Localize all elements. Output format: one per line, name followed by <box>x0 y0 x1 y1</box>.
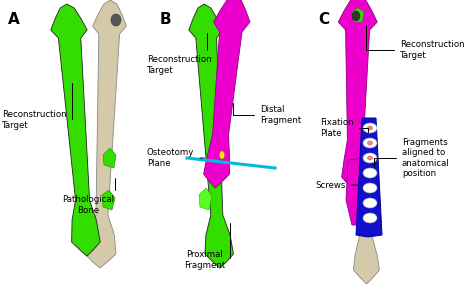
Ellipse shape <box>363 213 377 223</box>
Polygon shape <box>354 186 379 284</box>
Text: Distal
Fragment: Distal Fragment <box>233 103 301 125</box>
Polygon shape <box>199 188 212 210</box>
Polygon shape <box>352 8 364 22</box>
Ellipse shape <box>363 198 377 208</box>
Ellipse shape <box>363 168 377 178</box>
Text: B: B <box>160 12 172 27</box>
Ellipse shape <box>352 11 360 21</box>
Polygon shape <box>102 190 115 210</box>
Text: Fixation
Plate: Fixation Plate <box>320 118 368 138</box>
Text: Fragments
aligned to
anatomical
position: Fragments aligned to anatomical position <box>374 138 450 178</box>
Polygon shape <box>103 148 116 168</box>
Ellipse shape <box>219 151 225 159</box>
Text: Reconstruction
Target: Reconstruction Target <box>2 83 72 130</box>
Text: Osteotomy
Plane: Osteotomy Plane <box>147 148 204 168</box>
Ellipse shape <box>367 141 373 145</box>
Text: A: A <box>8 12 20 27</box>
Polygon shape <box>338 0 377 191</box>
Polygon shape <box>204 0 250 188</box>
Ellipse shape <box>363 138 377 148</box>
Text: Reconstruction
Target: Reconstruction Target <box>366 25 465 60</box>
Ellipse shape <box>367 156 373 160</box>
Polygon shape <box>85 0 127 268</box>
Ellipse shape <box>111 14 121 26</box>
Ellipse shape <box>363 183 377 193</box>
Text: Screws: Screws <box>315 181 357 189</box>
Text: Reconstruction
Target: Reconstruction Target <box>147 33 211 75</box>
Ellipse shape <box>363 123 377 133</box>
Polygon shape <box>346 158 370 225</box>
Ellipse shape <box>363 153 377 163</box>
Text: Pathological
Bone: Pathological Bone <box>62 178 115 215</box>
Polygon shape <box>189 4 234 268</box>
Polygon shape <box>51 4 100 256</box>
Ellipse shape <box>367 126 373 130</box>
Polygon shape <box>356 118 382 237</box>
Text: C: C <box>318 12 329 27</box>
Text: Proximal
Fragment: Proximal Fragment <box>184 223 230 270</box>
